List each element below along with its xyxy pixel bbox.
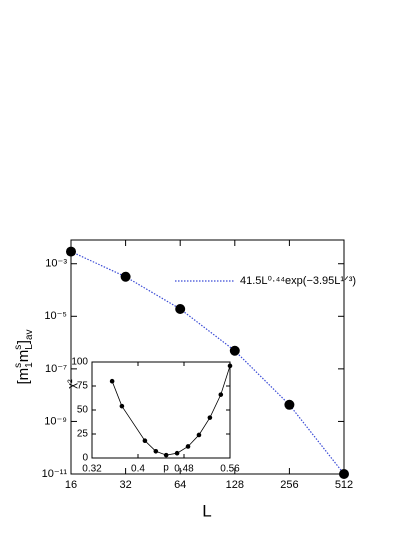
legend-label: 41.5L⁰·⁴⁴exp(−3.95L¹ᐟ³) (240, 275, 356, 287)
x-tick-label: 0.48 (174, 464, 194, 475)
y-tick-label: 10⁻⁷ (45, 363, 67, 375)
inset-y-label: χ² (66, 379, 78, 389)
data-point (66, 246, 76, 257)
data-point (185, 444, 191, 449)
x-tick-label: 16 (65, 479, 77, 491)
data-point (284, 399, 295, 410)
data-point (227, 363, 233, 369)
data-point (218, 392, 224, 397)
x-tick-label: 0.56 (220, 464, 240, 475)
y-tick-label: 10⁻¹¹ (42, 468, 68, 480)
x-tick-label: 64 (174, 479, 186, 491)
y-tick-label: 10⁻⁹ (44, 415, 67, 427)
y-tick-label: 10⁻⁵ (44, 310, 67, 322)
y-tick-label: 100 (71, 357, 88, 368)
data-point (120, 271, 131, 282)
data-point (339, 469, 349, 479)
data-point (109, 378, 115, 384)
data-point (196, 432, 202, 438)
x-tick-label: 128 (226, 479, 244, 491)
y-tick-label: 75 (77, 381, 89, 392)
y-tick-label: 25 (77, 429, 89, 440)
y-tick-label: 0 (82, 453, 88, 464)
data-point (229, 345, 240, 356)
data-point (142, 438, 148, 444)
x-axis-label: L (202, 501, 211, 520)
plot-frame (70, 239, 345, 475)
inset-frame (91, 361, 231, 459)
x-tick-label: 256 (280, 479, 298, 491)
data-point (153, 448, 159, 454)
data-point (163, 452, 169, 458)
x-tick-label: 32 (119, 479, 131, 491)
x-tick-label: 0.4 (131, 464, 145, 475)
y-tick-label: 50 (77, 405, 89, 416)
data-point (207, 415, 213, 420)
data-point (175, 303, 186, 314)
x-tick-label: 0.32 (82, 464, 102, 475)
data-line (111, 365, 231, 456)
x-tick-label: 512 (335, 479, 353, 491)
data-point (119, 403, 125, 409)
y-axis-label: [ms1msL]av (13, 329, 35, 384)
y-tick-label: 10⁻³ (45, 258, 67, 270)
inset-x-label: p (163, 463, 169, 474)
data-point (174, 450, 180, 456)
